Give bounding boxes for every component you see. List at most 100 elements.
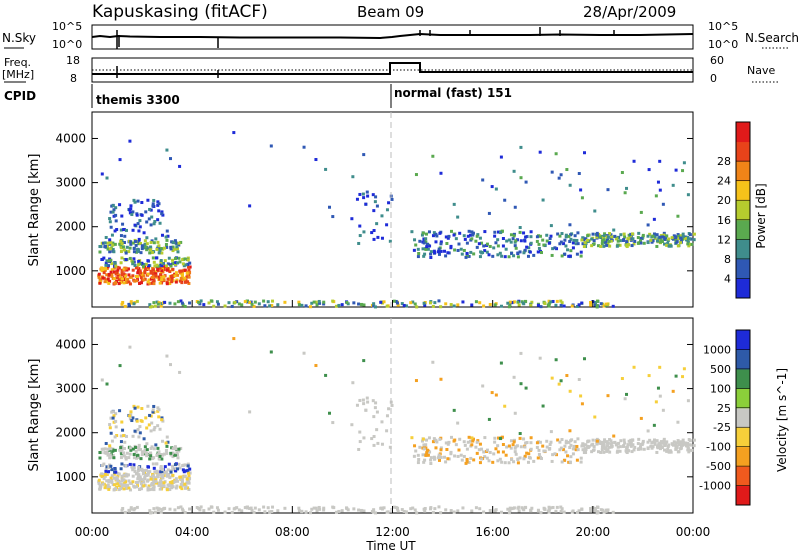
power-cell <box>108 247 112 251</box>
velocity-cell <box>104 473 108 477</box>
velocity-cell <box>151 408 155 412</box>
power-cell <box>297 303 301 307</box>
power-cell <box>109 270 113 274</box>
velocity-cell <box>146 465 150 469</box>
velocity-cell <box>139 457 143 461</box>
nsky-tick-bottom: 10^0 <box>52 38 82 51</box>
power-cell <box>166 234 170 238</box>
power-cell <box>133 223 137 227</box>
velocity-cell <box>105 382 109 386</box>
velocity-cell <box>127 508 131 512</box>
velocity-cell <box>670 442 674 446</box>
colorbar-tick-label: -1000 <box>699 480 731 493</box>
power-cell <box>132 247 136 251</box>
power-cell <box>136 269 140 273</box>
velocity-cell <box>171 447 175 451</box>
velocity-cell <box>352 507 356 511</box>
colorbar-segment <box>736 122 750 143</box>
range-tick-label: 3000 <box>55 176 86 190</box>
power-cell <box>105 176 109 180</box>
power-cell <box>522 231 526 235</box>
velocity-cell <box>452 408 456 412</box>
power-cell <box>670 236 674 240</box>
power-cell <box>519 145 523 149</box>
power-cell <box>576 304 580 308</box>
power-cell <box>112 208 116 212</box>
velocity-cell <box>128 417 132 421</box>
power-cell <box>586 234 590 238</box>
time-tick-label: 00:00 <box>676 525 711 539</box>
velocity-cell <box>233 506 237 510</box>
velocity-cell <box>312 506 316 510</box>
power-cell <box>545 239 549 243</box>
power-cell <box>129 242 133 246</box>
power-cell <box>409 301 413 305</box>
velocity-cell <box>232 337 236 341</box>
velocity-cell <box>151 462 155 466</box>
velocity-cell <box>470 436 474 440</box>
power-cell <box>126 277 130 281</box>
power-cell <box>656 180 660 184</box>
velocity-cell <box>355 403 359 407</box>
colorbar-tick-label: 16 <box>717 214 731 227</box>
velocity-cell <box>385 510 389 514</box>
power-cell <box>547 302 551 306</box>
velocity-cell <box>150 511 154 515</box>
power-cell <box>138 282 142 286</box>
velocity-cell <box>499 510 503 514</box>
velocity-cell <box>415 511 419 515</box>
power-cell <box>532 253 536 257</box>
power-cell <box>131 210 135 214</box>
power-cell <box>646 241 650 245</box>
power-cell <box>562 252 566 256</box>
power-cell <box>111 204 115 208</box>
power-cell <box>501 244 505 248</box>
velocity-cell <box>501 443 505 447</box>
power-cell <box>202 303 206 307</box>
power-cell <box>176 247 180 251</box>
power-cell <box>452 202 456 206</box>
power-cell <box>324 167 328 171</box>
velocity-cell <box>652 423 656 427</box>
velocity-cell <box>361 398 365 402</box>
velocity-cell <box>636 447 640 451</box>
power-cell <box>137 242 141 246</box>
power-cell <box>166 262 170 266</box>
velocity-cell <box>372 443 376 447</box>
velocity-cell <box>527 452 531 456</box>
velocity-cell <box>110 478 114 482</box>
power-cell <box>514 246 518 250</box>
power-cell <box>429 252 433 256</box>
power-cell <box>562 304 566 308</box>
power-cell <box>579 250 583 254</box>
power-cell <box>535 235 539 239</box>
velocity-cell <box>115 434 119 438</box>
velocity-cell <box>459 453 463 457</box>
velocity-cell <box>127 486 131 490</box>
power-cell <box>515 238 519 242</box>
power-cell <box>180 273 184 277</box>
velocity-cell <box>437 505 441 509</box>
velocity-cell <box>626 443 630 447</box>
velocity-cell <box>127 456 131 460</box>
velocity-cell <box>569 443 573 447</box>
power-cell <box>111 210 115 214</box>
velocity-cell <box>416 453 420 457</box>
power-cell <box>139 276 143 280</box>
velocity-cell <box>639 416 643 420</box>
velocity-cell <box>574 448 578 452</box>
power-cell <box>113 261 117 265</box>
velocity-cell <box>681 375 685 379</box>
velocity-cell <box>362 509 366 513</box>
power-cell <box>169 157 173 161</box>
power-cell <box>137 267 141 271</box>
velocity-cell <box>147 423 151 427</box>
power-cell <box>591 232 595 236</box>
power-cell <box>545 233 549 237</box>
power-cell <box>560 301 564 305</box>
velocity-cell <box>538 440 542 444</box>
power-cell <box>514 239 518 243</box>
velocity-cell <box>129 410 133 414</box>
power-cell <box>449 244 453 248</box>
power-cell <box>485 242 489 246</box>
